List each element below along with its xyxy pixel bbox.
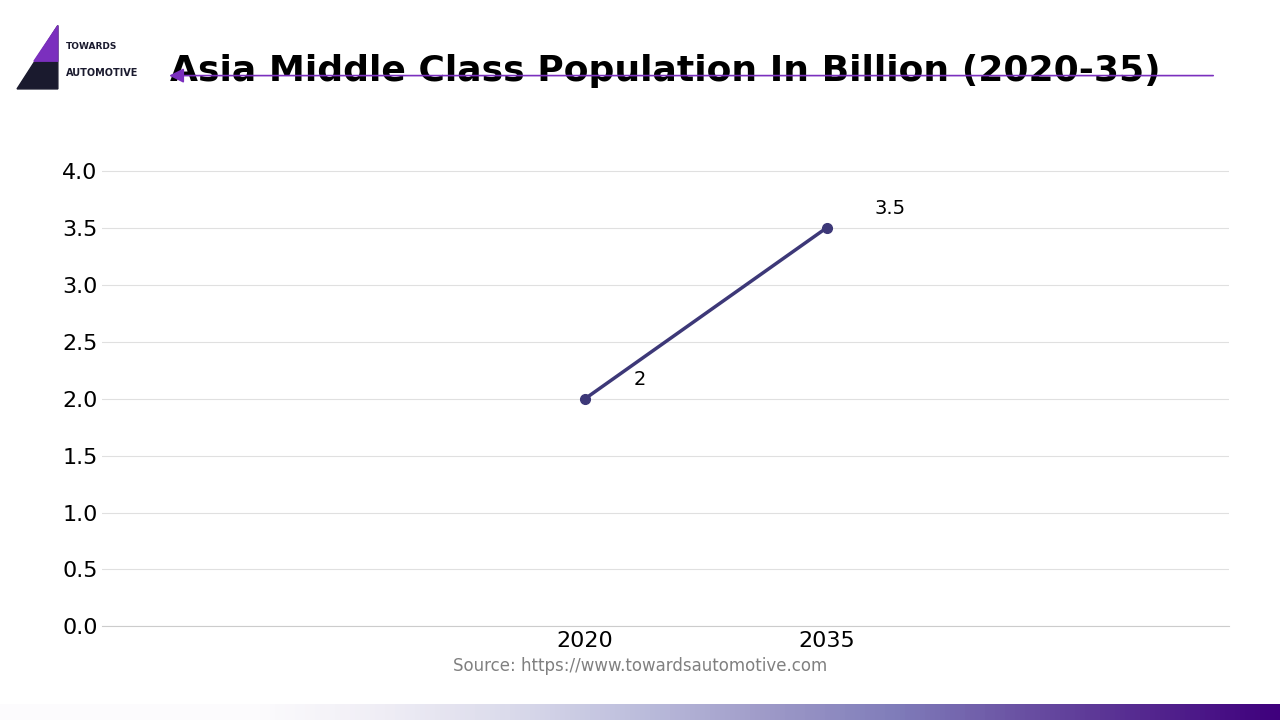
Polygon shape — [17, 26, 58, 89]
Text: TOWARDS: TOWARDS — [67, 42, 118, 51]
Polygon shape — [35, 26, 58, 61]
Text: 2: 2 — [634, 370, 646, 389]
Text: 3.5: 3.5 — [874, 199, 906, 218]
Text: AUTOMOTIVE: AUTOMOTIVE — [67, 68, 138, 78]
Text: Source: https://www.towardsautomotive.com: Source: https://www.towardsautomotive.co… — [453, 657, 827, 675]
Title: Asia Middle Class Population In Billion (2020-35): Asia Middle Class Population In Billion … — [170, 54, 1161, 89]
